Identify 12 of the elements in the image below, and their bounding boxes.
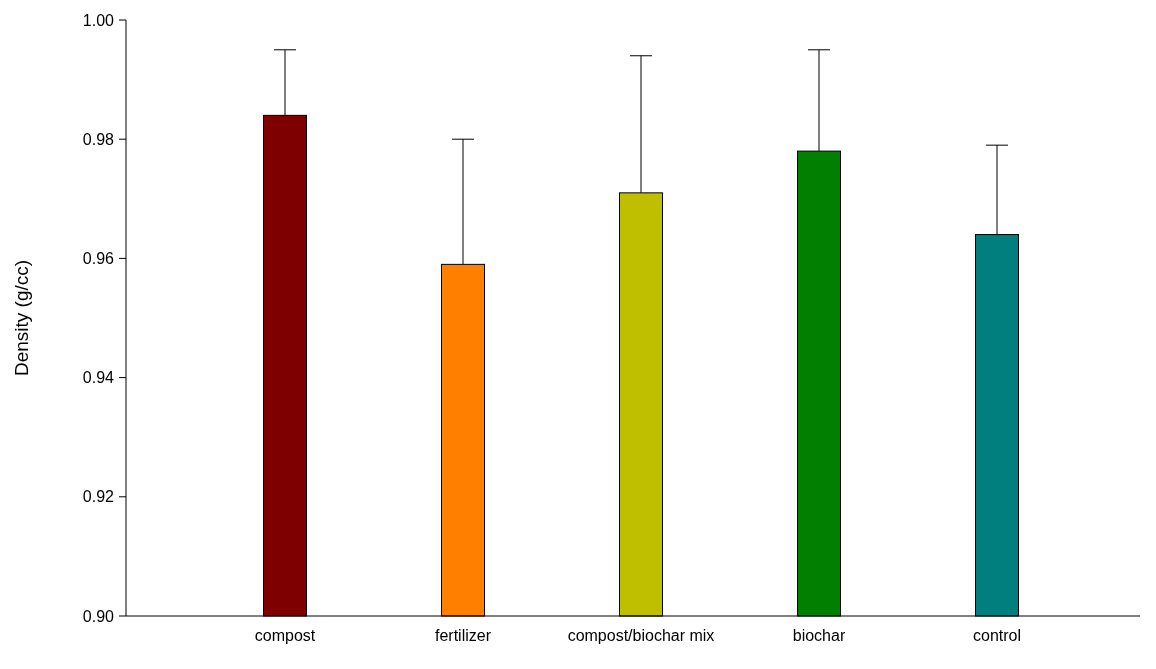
y-tick-label: 0.96 [82,250,115,267]
y-tick-label: 0.90 [82,607,115,625]
x-tick-label: compost [254,627,316,644]
x-tick-label: control [972,627,1022,644]
y-tick-label: 0.94 [82,369,115,387]
x-tick-label: biochar [792,627,846,644]
y-tick-label: 0.98 [82,130,115,148]
y-tick-label: 1.00 [82,11,115,29]
x-tick-label: fertilizer [434,627,492,644]
y-axis-title: Density (g/cc) [11,259,32,377]
x-tick-label: compost/biochar mix [567,627,715,644]
y-tick-label: 0.92 [82,488,115,506]
